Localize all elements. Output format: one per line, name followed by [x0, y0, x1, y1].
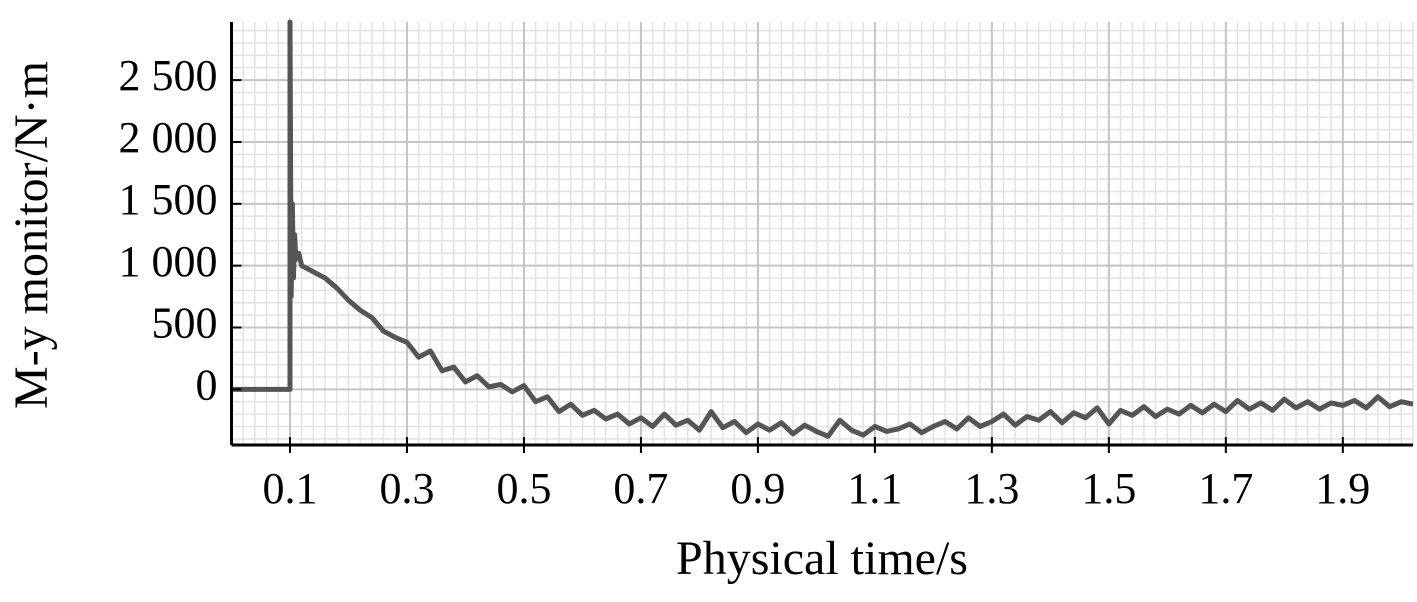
y-tick-label: 1 500: [119, 175, 218, 224]
y-tick-label: 0: [196, 360, 218, 409]
x-tick-label: 0.9: [730, 464, 785, 513]
y-tick-label: 1 000: [119, 237, 218, 286]
y-tick-label: 2 000: [119, 113, 218, 162]
x-tick-label: 0.7: [613, 464, 668, 513]
data-line: [231, 19, 1414, 439]
y-axis-title: M-y monitor/N·m: [5, 61, 58, 409]
x-tick-label: 1.5: [1081, 464, 1136, 513]
x-tick-label: 1.1: [847, 464, 902, 513]
grid: [230, 22, 1414, 445]
x-axis-title: Physical time/s: [676, 532, 968, 585]
x-tick-label: 0.3: [379, 464, 434, 513]
y-tick-label: 2 500: [119, 51, 218, 100]
x-tick-label: 0.5: [496, 464, 551, 513]
plot-area: [231, 19, 1414, 439]
y-tick-label: 500: [152, 299, 218, 348]
x-tick-label: 1.9: [1315, 464, 1370, 513]
x-tick-label: 1.7: [1198, 464, 1253, 513]
x-tick-label: 1.3: [964, 464, 1019, 513]
x-tick-label: 0.1: [262, 464, 317, 513]
